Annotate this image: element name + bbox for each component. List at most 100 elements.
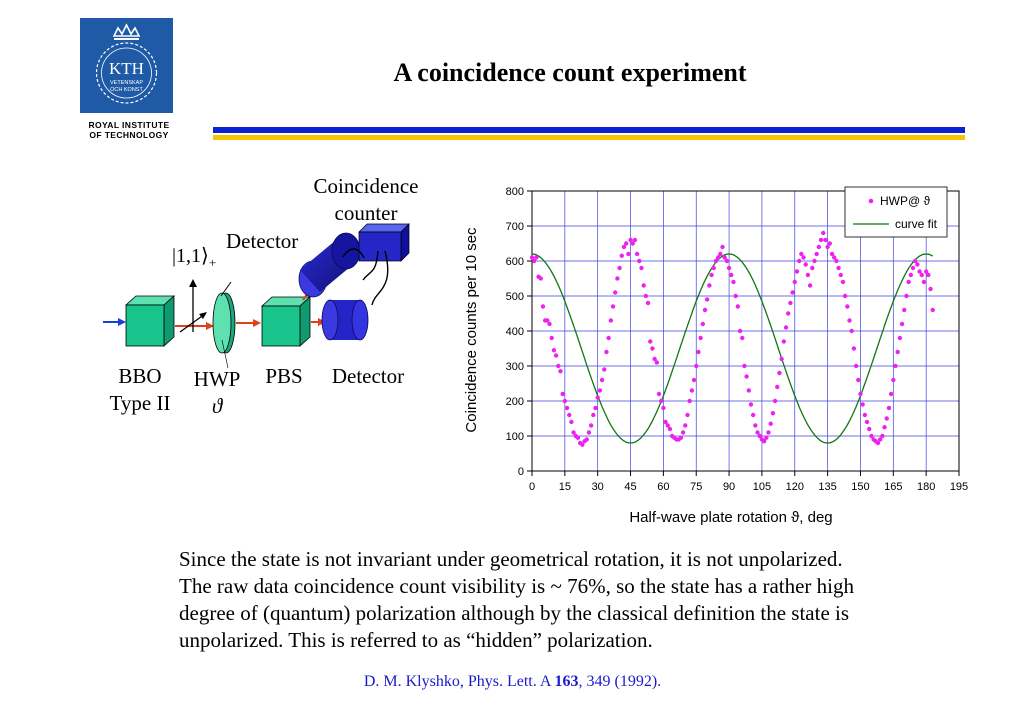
data-point (816, 244, 822, 250)
x-tick-label: 30 (592, 481, 604, 493)
data-point (864, 419, 870, 425)
data-point (680, 430, 686, 435)
data-point (761, 439, 767, 444)
data-point (856, 377, 861, 383)
data-point (917, 269, 922, 274)
detector-top-label: Detector (226, 229, 299, 253)
data-point (777, 370, 782, 376)
y-tick-label: 0 (518, 466, 524, 478)
x-tick-label: 165 (884, 481, 902, 493)
hwp-label: HWP ϑ (193, 367, 241, 418)
data-point (707, 283, 712, 288)
data-point (685, 412, 690, 418)
data-point (549, 335, 554, 341)
data-point (908, 272, 914, 278)
data-point (884, 416, 889, 421)
data-point (650, 346, 655, 351)
data-point (888, 391, 894, 397)
data-point (735, 304, 741, 309)
logo-caption-line2: OF TECHNOLOGY (89, 130, 169, 140)
data-point (656, 391, 662, 397)
half-wave-plate (212, 281, 236, 369)
data-point (794, 269, 800, 274)
data-point (750, 412, 756, 418)
x-tick-label: 90 (723, 481, 735, 493)
data-point (591, 412, 596, 418)
data-point (731, 279, 736, 285)
y-tick-label: 100 (506, 431, 524, 443)
data-point (746, 388, 751, 393)
data-point (893, 363, 898, 369)
y-tick-label: 200 (506, 396, 524, 408)
data-point (858, 391, 863, 397)
data-point (643, 293, 649, 299)
data-point (860, 402, 865, 407)
data-point (551, 348, 557, 353)
logo-caption: ROYAL INSTITUTE OF TECHNOLOGY (79, 120, 179, 140)
data-point (623, 241, 629, 246)
data-point (770, 411, 776, 416)
data-point (812, 258, 817, 264)
svg-text:OCH KONST: OCH KONST (110, 87, 143, 93)
data-point (891, 377, 896, 383)
data-point (772, 398, 778, 404)
data-point (658, 398, 664, 404)
data-point (588, 423, 594, 428)
y-tick-label: 600 (506, 256, 524, 268)
setup-diagram (103, 223, 410, 369)
data-point (904, 293, 909, 299)
data-point (902, 307, 907, 313)
data-point (781, 339, 787, 344)
data-point (818, 237, 824, 243)
data-point (718, 251, 723, 257)
x-axis-label: Half-wave plate rotation ϑ, deg (629, 509, 832, 526)
data-point (886, 405, 892, 411)
data-point (801, 255, 806, 260)
data-point (630, 241, 635, 246)
data-point (665, 423, 670, 428)
data-point (775, 384, 780, 390)
y-ticks: 0 100 200 300 400 500 600 700 800 (506, 186, 532, 478)
data-point (538, 276, 543, 281)
data-point (823, 237, 828, 243)
data-point (615, 276, 620, 281)
data-point (862, 412, 868, 418)
data-point (606, 335, 611, 341)
data-point (720, 244, 725, 250)
data-point (700, 321, 705, 327)
data-point (779, 356, 784, 362)
data-point (899, 321, 905, 327)
data-point (667, 426, 673, 432)
data-point (906, 279, 911, 285)
data-point (713, 258, 719, 264)
explanation-paragraph: Since the state is not invariant under g… (179, 547, 854, 652)
coincidence-counter-label: Coincidence counter (313, 174, 419, 225)
data-point (571, 430, 576, 435)
data-point (632, 237, 638, 243)
legend-label-fit: curve fit (895, 217, 938, 231)
data-point (840, 279, 846, 285)
data-point (652, 356, 657, 362)
data-point (711, 265, 716, 271)
y-tick-label: 700 (506, 221, 524, 233)
data-point (836, 265, 841, 271)
data-point (694, 363, 699, 369)
legend-label-points: HWP@ ϑ (880, 194, 931, 208)
coincidence-chart: 0 100 200 300 400 500 600 700 800 0 15 30 45 60 75 90 1… (463, 186, 968, 526)
data-point (724, 258, 730, 264)
logo-caption-line1: ROYAL INSTITUTE (88, 120, 170, 130)
data-point (696, 349, 701, 355)
data-point (783, 325, 789, 330)
data-point (641, 283, 646, 288)
data-point (621, 244, 627, 250)
data-point (575, 435, 581, 440)
x-tick-label: 180 (917, 481, 935, 493)
data-point (930, 307, 935, 313)
data-point (740, 335, 745, 341)
y-axis-label: Coincidence counts per 10 sec (463, 227, 480, 433)
svg-text:VETENSKAP: VETENSKAP (110, 80, 143, 86)
data-point (593, 405, 598, 411)
data-points (529, 230, 935, 447)
data-point (796, 258, 802, 264)
data-point (810, 265, 815, 271)
